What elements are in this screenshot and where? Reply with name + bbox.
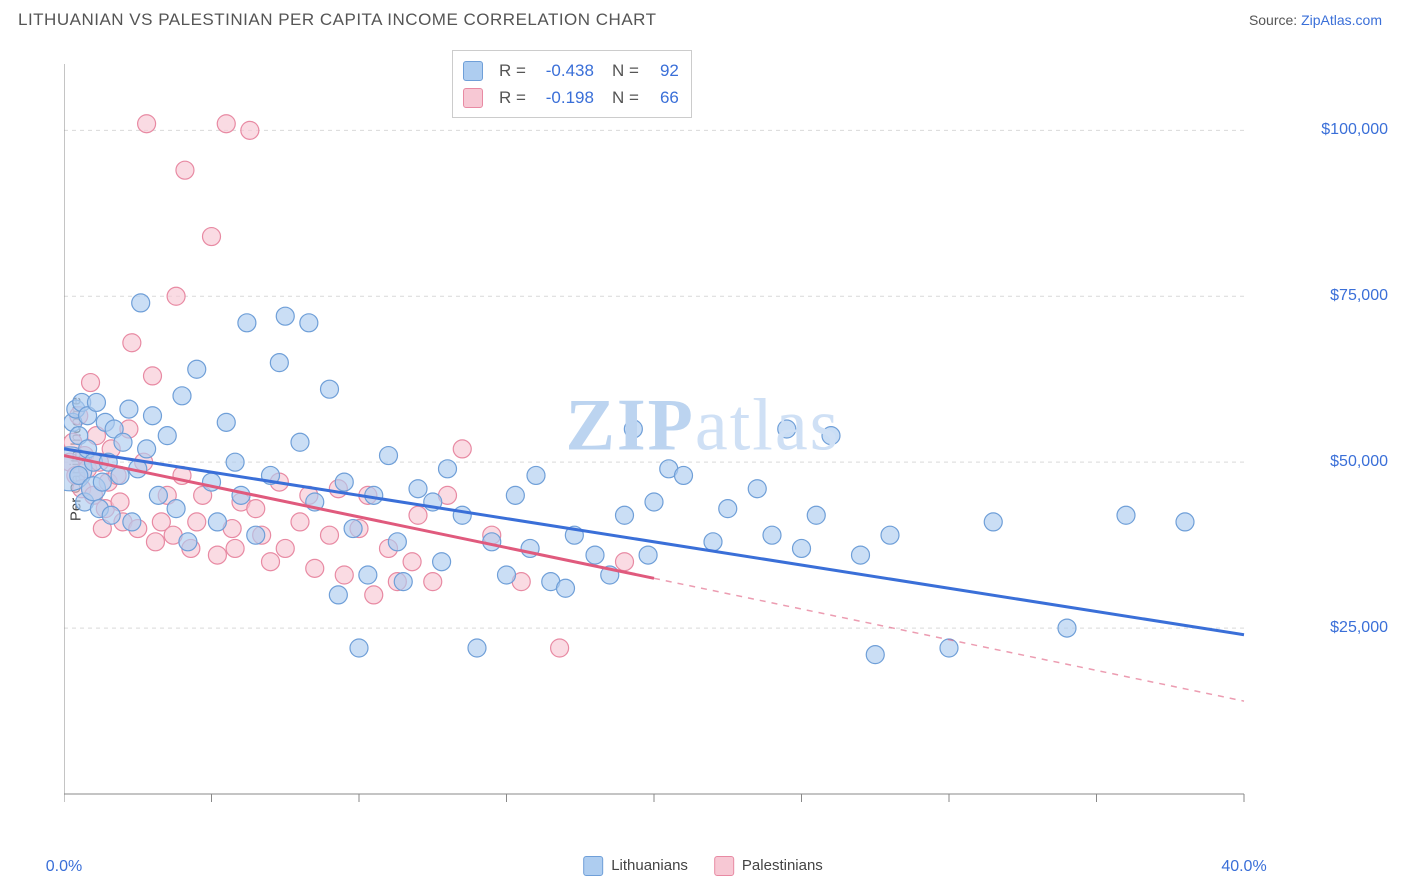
swatch-b-2 [714,856,734,876]
source-prefix: Source: [1249,12,1301,28]
swatch-a [463,61,483,81]
n-label-a: N = [612,57,639,84]
legend-row-b: R = -0.198 N = 66 [463,84,679,111]
swatch-a-2 [583,856,603,876]
x-tick-label-right: 40.0% [1221,858,1266,876]
n-value-a: 92 [647,57,679,84]
chart-title: LITHUANIAN VS PALESTINIAN PER CAPITA INC… [18,10,657,30]
correlation-legend: R = -0.438 N = 92 R = -0.198 N = 66 [452,50,692,118]
r-value-b: -0.198 [534,84,594,111]
y-tick-label: $25,000 [1330,619,1388,637]
chart-container: Per Capita Income ZIPatlas R = -0.438 N … [18,44,1388,874]
y-tick-label: $75,000 [1330,287,1388,305]
n-label-b: N = [612,84,639,111]
n-value-b: 66 [647,84,679,111]
legend-row-a: R = -0.438 N = 92 [463,57,679,84]
r-value-a: -0.438 [534,57,594,84]
legend-item-a: Lithuanians [583,856,688,876]
source-link[interactable]: ZipAtlas.com [1301,12,1382,28]
legend-item-b: Palestinians [714,856,823,876]
series-legend: Lithuanians Palestinians [583,856,823,876]
r-label-b: R = [499,84,526,111]
swatch-b [463,88,483,108]
scatter-plot [64,54,1314,824]
y-tick-label: $50,000 [1330,453,1388,471]
series-a-name: Lithuanians [611,857,688,874]
r-label-a: R = [499,57,526,84]
source-attribution: Source: ZipAtlas.com [1249,12,1382,28]
y-tick-label: $100,000 [1321,121,1388,139]
x-tick-label-left: 0.0% [46,858,82,876]
series-b-name: Palestinians [742,857,823,874]
